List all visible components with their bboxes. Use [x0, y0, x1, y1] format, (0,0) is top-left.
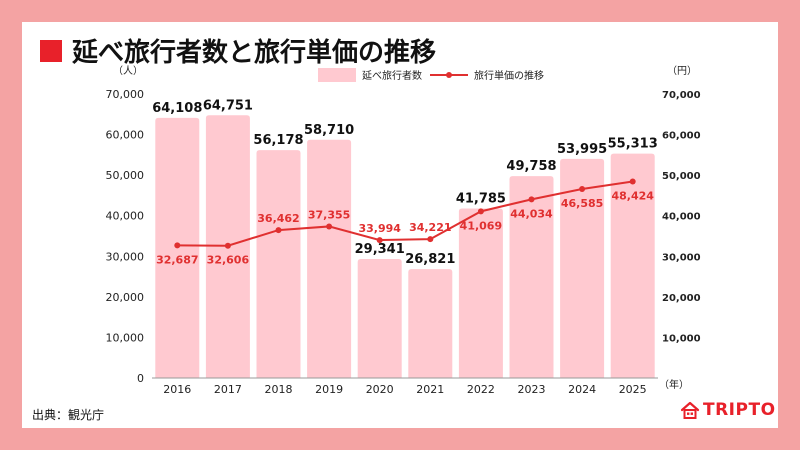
title-marker-icon [40, 39, 62, 62]
bar [610, 153, 655, 378]
chart-card: 延べ旅行者数と旅行単価の推移 延べ旅行者数 旅行単価の推移 （人） （円） （年） 0 10… [22, 22, 778, 428]
x-tick: 2016 [163, 383, 191, 396]
y-left-tick: 40,000 [106, 210, 145, 223]
y-left-tick: 30,000 [106, 250, 145, 263]
bar-label: 64,108 [152, 101, 202, 116]
legend-swatch-bar [318, 68, 356, 82]
bar [509, 176, 554, 378]
y-right-tick: 50,000 [662, 171, 701, 182]
y-right-tick: 20,000 [662, 293, 701, 304]
bar-label: 41,785 [456, 191, 506, 206]
legend-label-bar: 延べ旅行者数 [362, 69, 422, 82]
x-tick: 2017 [214, 383, 242, 396]
x-tick: 2024 [568, 383, 596, 396]
x-tick: 2018 [265, 383, 293, 396]
house-icon [680, 401, 700, 419]
bar [560, 158, 605, 378]
price-label: 32,687 [156, 253, 198, 266]
y-right-tick: 30,000 [662, 252, 701, 263]
x-tick: 2025 [619, 383, 647, 396]
price-label: 41,069 [460, 219, 502, 232]
bar-label: 58,710 [304, 123, 354, 138]
y-right-tick: 40,000 [662, 212, 701, 223]
x-tick: 2019 [315, 383, 343, 396]
legend-marker-line [446, 72, 452, 78]
price-label: 37,355 [308, 208, 350, 221]
bar [408, 269, 453, 378]
y-right-tick: 60,000 [662, 131, 701, 142]
price-point [477, 208, 484, 215]
title-bar: 延べ旅行者数と旅行単価の推移 [40, 32, 436, 69]
y-left-tick: 60,000 [106, 129, 145, 142]
bar [256, 150, 301, 378]
y-left-tick: 50,000 [106, 169, 145, 182]
price-label: 46,585 [561, 197, 603, 210]
y-left-tick: 20,000 [106, 291, 145, 304]
price-point [629, 178, 636, 185]
price-point [174, 242, 181, 249]
x-tick: 2021 [416, 383, 444, 396]
price-label: 33,994 [358, 222, 401, 235]
page-title: 延べ旅行者数と旅行単価の推移 [72, 38, 437, 68]
bar-label: 64,751 [203, 98, 253, 113]
x-tick: 2023 [518, 383, 546, 396]
x-unit: （年） [659, 378, 689, 391]
price-line [177, 180, 633, 247]
price-point [528, 196, 535, 203]
price-label: 32,606 [207, 254, 250, 267]
source-note: 出典：観光庁 [32, 408, 105, 422]
price-label: 34,221 [409, 221, 451, 234]
y-left-tick: 70,000 [106, 88, 145, 101]
y-right-unit: （円） [667, 65, 697, 77]
price-label: 48,424 [611, 190, 654, 203]
price-point [579, 185, 586, 192]
bar [458, 208, 503, 378]
bar-label: 49,758 [506, 159, 556, 174]
legend-label-line: 旅行単価の推移 [474, 69, 544, 82]
y-left-tick: 0 [137, 372, 144, 385]
price-label: 44,034 [510, 207, 553, 220]
bar-label: 53,995 [557, 142, 607, 157]
bar [357, 258, 402, 378]
price-point [427, 236, 434, 243]
y-left-tick: 10,000 [106, 331, 145, 344]
price-point [326, 223, 333, 230]
bar-label: 29,341 [355, 242, 405, 257]
bar-label: 55,313 [608, 137, 658, 152]
tripto-logo: TRIPTO [680, 400, 776, 420]
x-tick: 2022 [467, 383, 495, 396]
bar [307, 139, 352, 378]
bar-label: 26,821 [405, 252, 455, 267]
logo-text: TRIPTO [703, 400, 776, 420]
bar-label: 56,178 [253, 133, 303, 148]
x-tick: 2020 [366, 383, 394, 396]
price-point [224, 242, 231, 249]
y-right-tick: 70,000 [662, 90, 701, 101]
combo-chart: 延べ旅行者数 旅行単価の推移 （人） （円） （年） 0 10,000 20,000 30,00… [106, 65, 701, 396]
y-right-tick: 10,000 [662, 333, 701, 344]
price-point [376, 237, 383, 244]
y-left-unit: （人） [113, 65, 143, 77]
price-point [275, 227, 282, 234]
price-label: 36,462 [257, 212, 299, 225]
